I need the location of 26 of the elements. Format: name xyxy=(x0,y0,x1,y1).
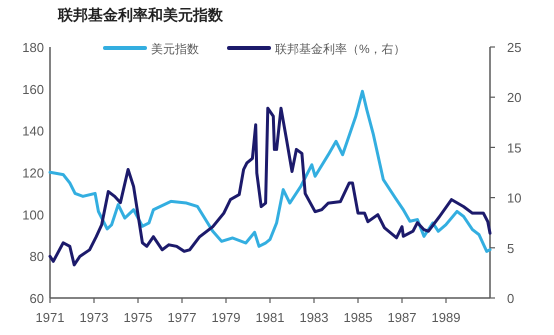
x-tick-label: 1975 xyxy=(124,310,152,325)
y-tick-label: 120 xyxy=(22,166,44,180)
x-tick-label: 1987 xyxy=(388,310,416,325)
y-tick-label: 60 xyxy=(30,291,44,306)
y2-tick-label: 25 xyxy=(507,40,522,55)
y2-tick-label: 15 xyxy=(507,140,522,156)
y-tick-label: 160 xyxy=(22,82,44,97)
x-tick-label: 1981 xyxy=(256,310,284,325)
y-tick-label: 140 xyxy=(22,124,44,139)
y2-tick-label: 20 xyxy=(507,90,522,106)
x-tick-label: 1979 xyxy=(212,310,240,325)
y2-tick-label: 5 xyxy=(507,240,514,256)
legend-label: 美元指数 xyxy=(151,42,199,56)
y2-tick-label: 10 xyxy=(507,190,522,206)
x-tick-label: 1989 xyxy=(432,310,460,325)
x-tick-label: 1973 xyxy=(80,310,108,325)
y-tick-label: 80 xyxy=(30,249,44,264)
x-tick-label: 1983 xyxy=(300,310,328,325)
chart-title: 联邦基金利率和美元指数 xyxy=(57,6,224,24)
y2-tick-label: 0 xyxy=(507,291,514,306)
y-tick-label: 100 xyxy=(22,207,44,222)
y-tick-label: 180 xyxy=(22,40,44,55)
x-tick-label: 1971 xyxy=(36,310,64,325)
x-tick-label: 1985 xyxy=(344,310,372,325)
x-tick-label: 1977 xyxy=(168,310,196,325)
legend-label: 联邦基金利率（%，右） xyxy=(275,42,406,56)
